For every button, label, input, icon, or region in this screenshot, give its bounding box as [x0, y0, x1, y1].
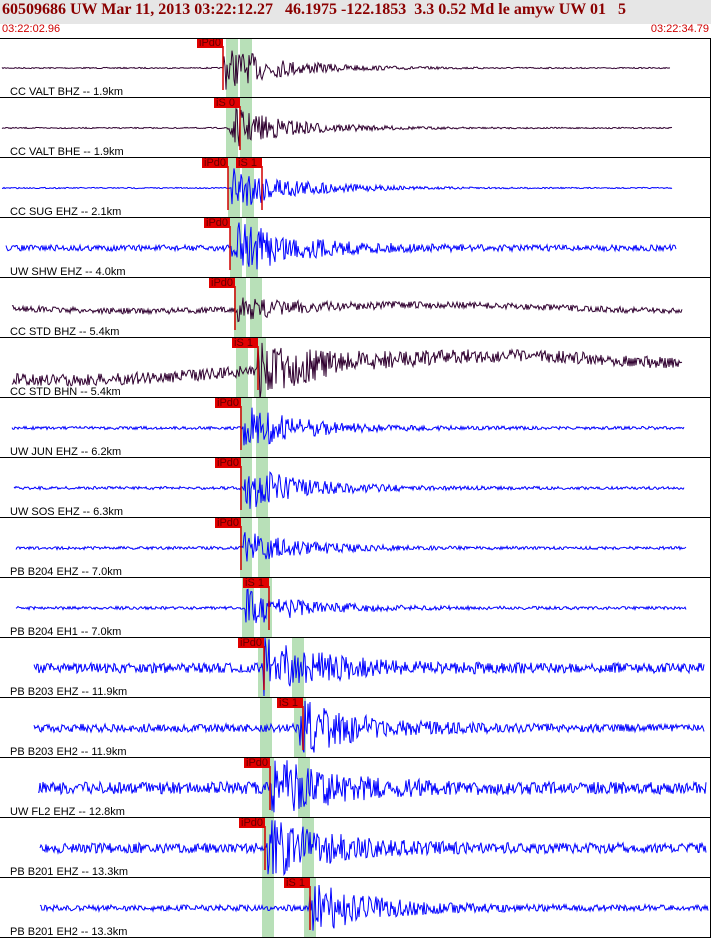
pick-label: iPd0 — [204, 157, 226, 169]
waveform — [1, 50, 671, 90]
pick-label: iPd0 — [199, 38, 221, 49]
phase-band — [250, 278, 262, 338]
waveform — [33, 637, 705, 697]
seismogram-panel: iPd0 CC VALT BHZ -- 1.9km iS 0 CC VALT BHE … — [0, 38, 711, 938]
trace-label: PB B203 EH2 -- 11.9km — [10, 746, 127, 758]
pick-label: iPd0 — [206, 217, 228, 229]
phase-band — [240, 98, 252, 158]
trace-label: CC VALT BHZ -- 1.9km — [10, 86, 123, 98]
waveform — [15, 532, 687, 562]
waveform — [38, 760, 707, 813]
pick-box — [244, 758, 270, 768]
pick-box — [236, 158, 262, 168]
phase-band — [302, 818, 314, 878]
phase-band — [236, 338, 248, 398]
pick-box — [277, 698, 303, 708]
pick-box — [215, 518, 241, 528]
trace-label: CC VALT BHE -- 1.9km — [10, 146, 124, 158]
pick-label: iPd0 — [246, 757, 268, 769]
start-time: 03:22:02.96 — [2, 23, 61, 35]
header-bar: 60509686 UW Mar 11, 2013 03:22:12.27 46.… — [0, 0, 711, 24]
pick-box — [214, 98, 240, 108]
phase-band — [240, 458, 252, 518]
trace-label: CC STD BHN -- 5.4km — [10, 386, 121, 398]
waveform — [39, 884, 709, 931]
trace-label: CC SUG EHZ -- 2.1km — [10, 206, 121, 218]
phase-band — [258, 518, 270, 578]
pick-label: iPd0 — [217, 457, 239, 469]
phase-band — [240, 38, 252, 98]
pick-label: iS 1 — [238, 157, 257, 169]
trace-label: PB B204 EH1 -- 7.0km — [10, 626, 121, 638]
phase-band — [260, 698, 272, 758]
phase-band — [262, 878, 274, 938]
pick-label: iS 1 — [286, 877, 305, 889]
trace-label: UW SOS EHZ -- 6.3km — [10, 506, 123, 518]
waveform — [1, 168, 673, 206]
pick-label: iPd0 — [217, 517, 239, 529]
trace-label: UW FL2 EHZ -- 12.8km — [10, 806, 125, 818]
trace-label: UW SHW EHZ -- 4.0km — [10, 266, 126, 278]
waveform — [39, 820, 707, 876]
waveform — [33, 700, 705, 753]
waveform — [15, 588, 687, 624]
waveform — [13, 471, 685, 509]
waveform — [5, 222, 677, 270]
pick-box — [197, 38, 223, 48]
pick-box — [238, 638, 264, 648]
pick-box — [215, 398, 241, 408]
pick-box — [215, 458, 241, 468]
end-time: 03:22:34.79 — [650, 23, 709, 35]
pick-label: iS 1 — [279, 697, 298, 709]
pick-box — [284, 878, 310, 888]
pick-label: iPd0 — [211, 277, 233, 289]
pick-label: iPd0 — [241, 817, 263, 829]
pick-label: iS 1 — [245, 577, 264, 589]
pick-box — [204, 218, 230, 228]
pick-box — [202, 158, 228, 168]
pick-box — [239, 818, 265, 828]
trace-label: CC STD BHZ -- 5.4km — [10, 326, 119, 338]
pick-box — [209, 278, 235, 288]
phase-band — [240, 398, 252, 458]
pick-label: iPd0 — [217, 397, 239, 409]
waveform — [11, 342, 683, 400]
pick-label: iS 1 — [234, 337, 253, 349]
trace-label: PB B201 EHZ -- 13.3km — [10, 866, 128, 878]
pick-label: iPd0 — [240, 637, 262, 649]
pick-box — [243, 578, 269, 588]
phase-band — [228, 158, 240, 218]
phase-band — [230, 218, 242, 278]
pick-label: iS 0 — [216, 97, 235, 109]
trace-label: PB B204 EHZ -- 7.0km — [10, 566, 122, 578]
waveform — [11, 407, 685, 446]
waveform — [11, 297, 683, 323]
waveform — [1, 107, 673, 147]
trace-label: UW JUN EHZ -- 6.2km — [10, 446, 121, 458]
phase-band — [226, 98, 238, 158]
trace-label: PB B203 EHZ -- 11.9km — [10, 686, 127, 698]
pick-box — [232, 338, 258, 348]
trace-label: PB B201 EH2 -- 13.3km — [10, 926, 127, 938]
event-title: 60509686 UW Mar 11, 2013 03:22:12.27 46.… — [2, 1, 626, 18]
